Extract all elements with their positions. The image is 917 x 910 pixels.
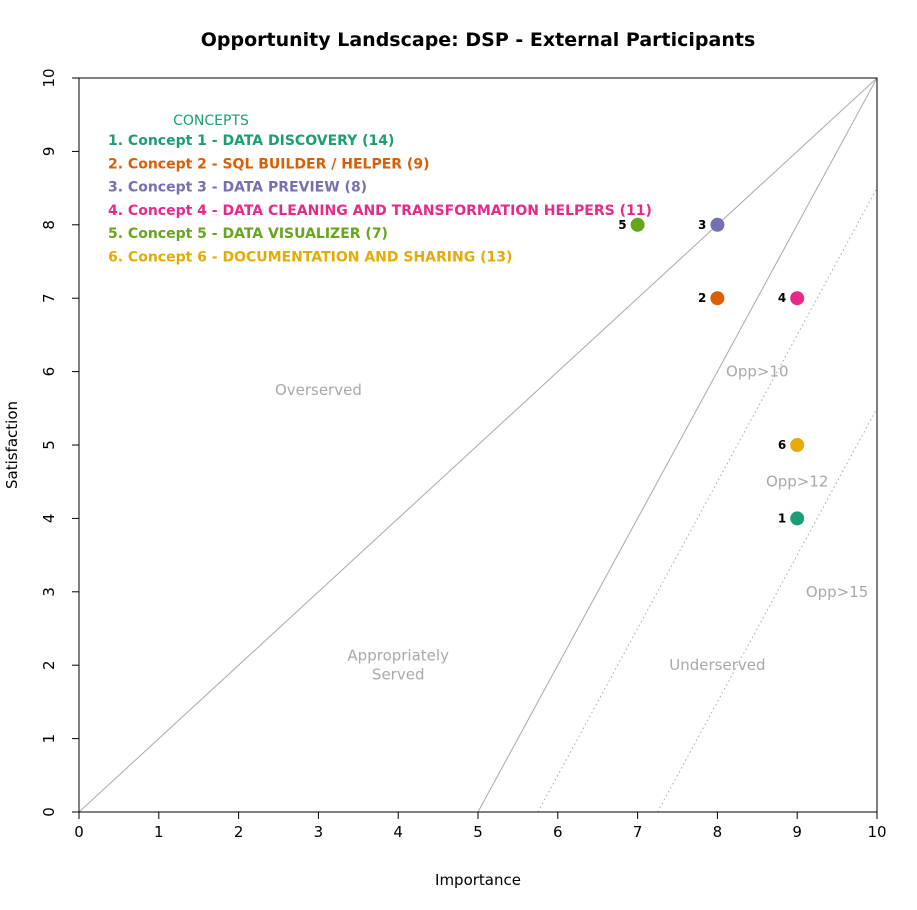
data-point-2: 2: [698, 291, 725, 306]
point-marker: [790, 511, 805, 526]
region-label-6: Opp>15: [806, 583, 869, 601]
y-tick-label: 1: [40, 734, 58, 744]
legend-entry-2: 2. Concept 2 - SQL BUILDER / HELPER (9): [108, 156, 429, 172]
data-point-5: 5: [618, 217, 645, 232]
point-marker: [790, 291, 805, 306]
reference-line-3: [537, 187, 877, 812]
y-tick-label: 9: [40, 147, 58, 157]
x-tick-label: 9: [792, 823, 802, 841]
point-label: 3: [698, 218, 706, 232]
reference-line-2: [477, 78, 877, 812]
legend-entry-1: 1. Concept 1 - DATA DISCOVERY (14): [108, 133, 394, 149]
y-axis: 0 1 2 3 4 5 6 7 8 9 10: [40, 68, 79, 817]
data-point-1: 1: [778, 511, 805, 526]
x-axis: 0 1 2 3 4 5 6 7 8 9 10: [74, 812, 887, 841]
x-tick-label: 6: [553, 823, 563, 841]
x-tick-label: 8: [713, 823, 723, 841]
y-tick-label: 3: [40, 587, 58, 597]
x-tick-label: 7: [633, 823, 643, 841]
legend-title: CONCEPTS: [173, 113, 249, 129]
y-tick-label: 8: [40, 220, 58, 230]
data-point-4: 4: [778, 291, 805, 306]
chart-title: Opportunity Landscape: DSP - External Pa…: [201, 29, 756, 51]
y-tick-label: 0: [40, 807, 58, 817]
y-tick-label: 4: [40, 514, 58, 524]
reference-lines: [79, 78, 877, 812]
y-tick-label: 5: [40, 440, 58, 450]
reference-line-1: [79, 78, 877, 812]
x-tick-label: 3: [314, 823, 324, 841]
point-marker: [710, 291, 725, 306]
region-labels: Overserved Appropriately Served Underserved…: [275, 363, 868, 684]
point-label: 4: [778, 291, 786, 305]
legend: CONCEPTS 1. Concept 1 - DATA DISCOVERY (1…: [108, 113, 652, 266]
legend-entry-5: 5. Concept 5 - DATA VISUALIZER (7): [108, 226, 388, 242]
x-tick-label: 1: [154, 823, 164, 841]
point-label: 6: [778, 438, 786, 452]
y-axis-label: Satisfaction: [3, 401, 21, 489]
legend-entry-4: 4. Concept 4 - DATA CLEANING AND TRANSFO…: [108, 203, 652, 219]
legend-entry-6: 6. Concept 6 - DOCUMENTATION AND SHARING…: [108, 250, 512, 266]
data-point-6: 6: [778, 438, 805, 452]
point-label: 2: [698, 291, 706, 305]
region-label-5: Opp>12: [766, 473, 829, 491]
point-label: 5: [618, 218, 626, 232]
x-tick-label: 4: [393, 823, 403, 841]
x-tick-label: 0: [74, 823, 84, 841]
point-marker: [710, 217, 725, 232]
region-label-4: Opp>10: [726, 363, 789, 381]
y-tick-label: 7: [40, 293, 58, 303]
y-tick-label: 2: [40, 660, 58, 670]
data-point-3: 3: [698, 217, 725, 232]
y-tick-label: 10: [40, 68, 58, 87]
x-tick-label: 5: [473, 823, 483, 841]
reference-line-4: [657, 408, 877, 812]
x-tick-label: 10: [867, 823, 886, 841]
x-axis-label: Importance: [435, 871, 521, 889]
data-points: 1 2 3 4 5 6: [618, 217, 805, 526]
point-label: 1: [778, 511, 786, 525]
region-label-1: Overserved: [275, 381, 362, 399]
region-label-3: Underserved: [669, 656, 765, 674]
x-tick-label: 2: [234, 823, 244, 841]
point-marker: [790, 438, 805, 452]
region-label-2: Appropriately Served: [347, 647, 449, 684]
point-marker: [630, 217, 645, 232]
y-tick-label: 6: [40, 367, 58, 377]
legend-entry-3: 3. Concept 3 - DATA PREVIEW (8): [108, 180, 367, 196]
